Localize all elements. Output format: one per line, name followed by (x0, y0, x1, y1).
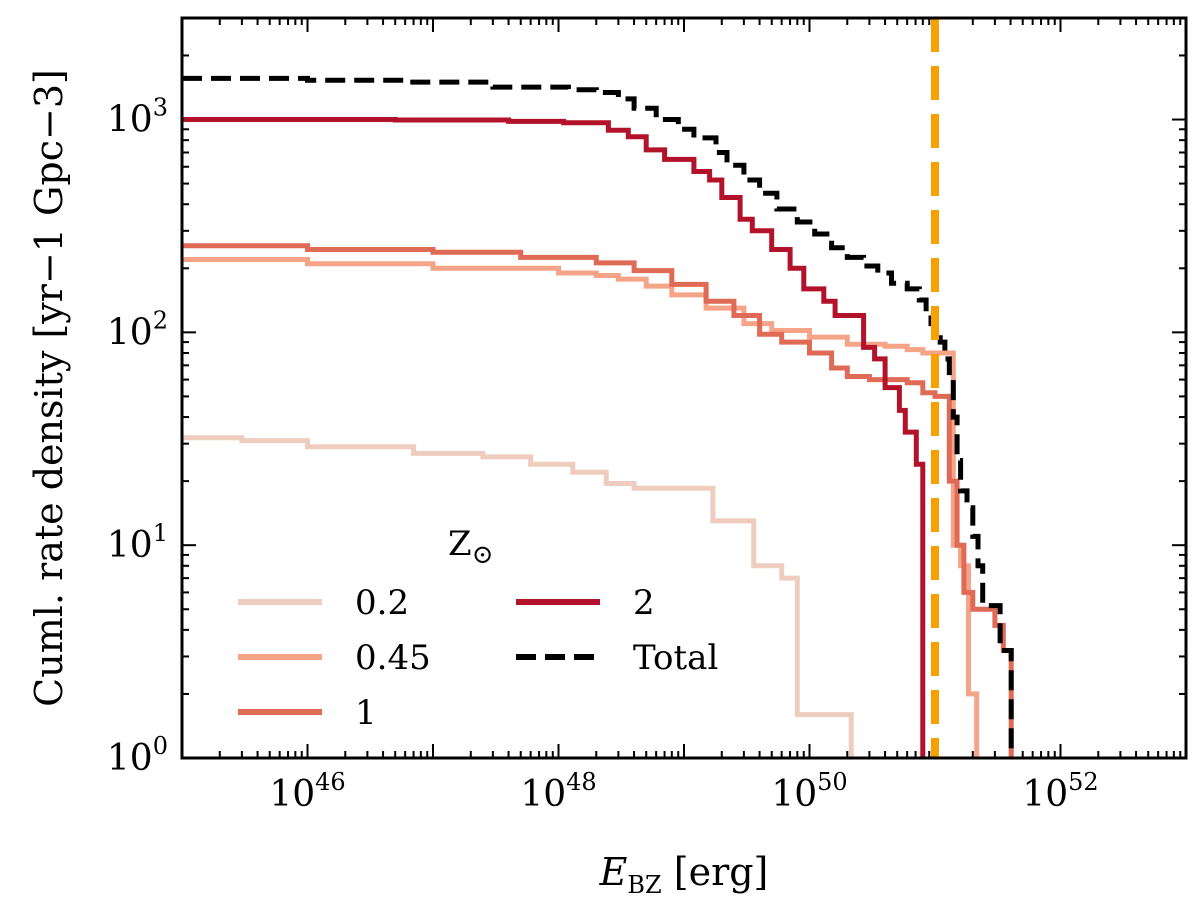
x-tick-label: 1050 (771, 768, 847, 815)
legend-label: Total (633, 638, 718, 678)
y-axis-label: Cuml. rate density [yr−1 Gpc−3] (27, 69, 71, 707)
plot-frame (180, 16, 1188, 760)
y-tick-label: 101 (107, 519, 168, 566)
legend-label: 0.2 (355, 583, 409, 623)
y-tick-label: 102 (107, 306, 168, 353)
x-tick-label: 1052 (1022, 768, 1098, 815)
x-tick-label: 1048 (520, 768, 596, 815)
y-tick-label: 103 (107, 94, 168, 141)
legend-label: 0.45 (355, 638, 431, 678)
series-line-0-2 (182, 435, 854, 758)
series-line-1 (182, 243, 1014, 758)
legend-label: 1 (355, 693, 377, 733)
series-line-0-45 (182, 257, 980, 758)
y-tick-label: 100 (107, 732, 168, 779)
legend-label: 2 (633, 583, 655, 623)
series-line-2 (182, 117, 926, 758)
series-layer (182, 18, 1014, 758)
tick-labels: 1046 1048 1050 1052 100 101 102 103 (107, 94, 1099, 815)
legend-title: Z⊙ (448, 524, 493, 570)
series-line-total (182, 75, 1014, 758)
legend: Z⊙ 0.2 0.45 1 2 Total (238, 524, 718, 733)
x-tick-label: 1046 (269, 768, 345, 815)
x-axis-label: EBZ [erg] (599, 850, 769, 899)
